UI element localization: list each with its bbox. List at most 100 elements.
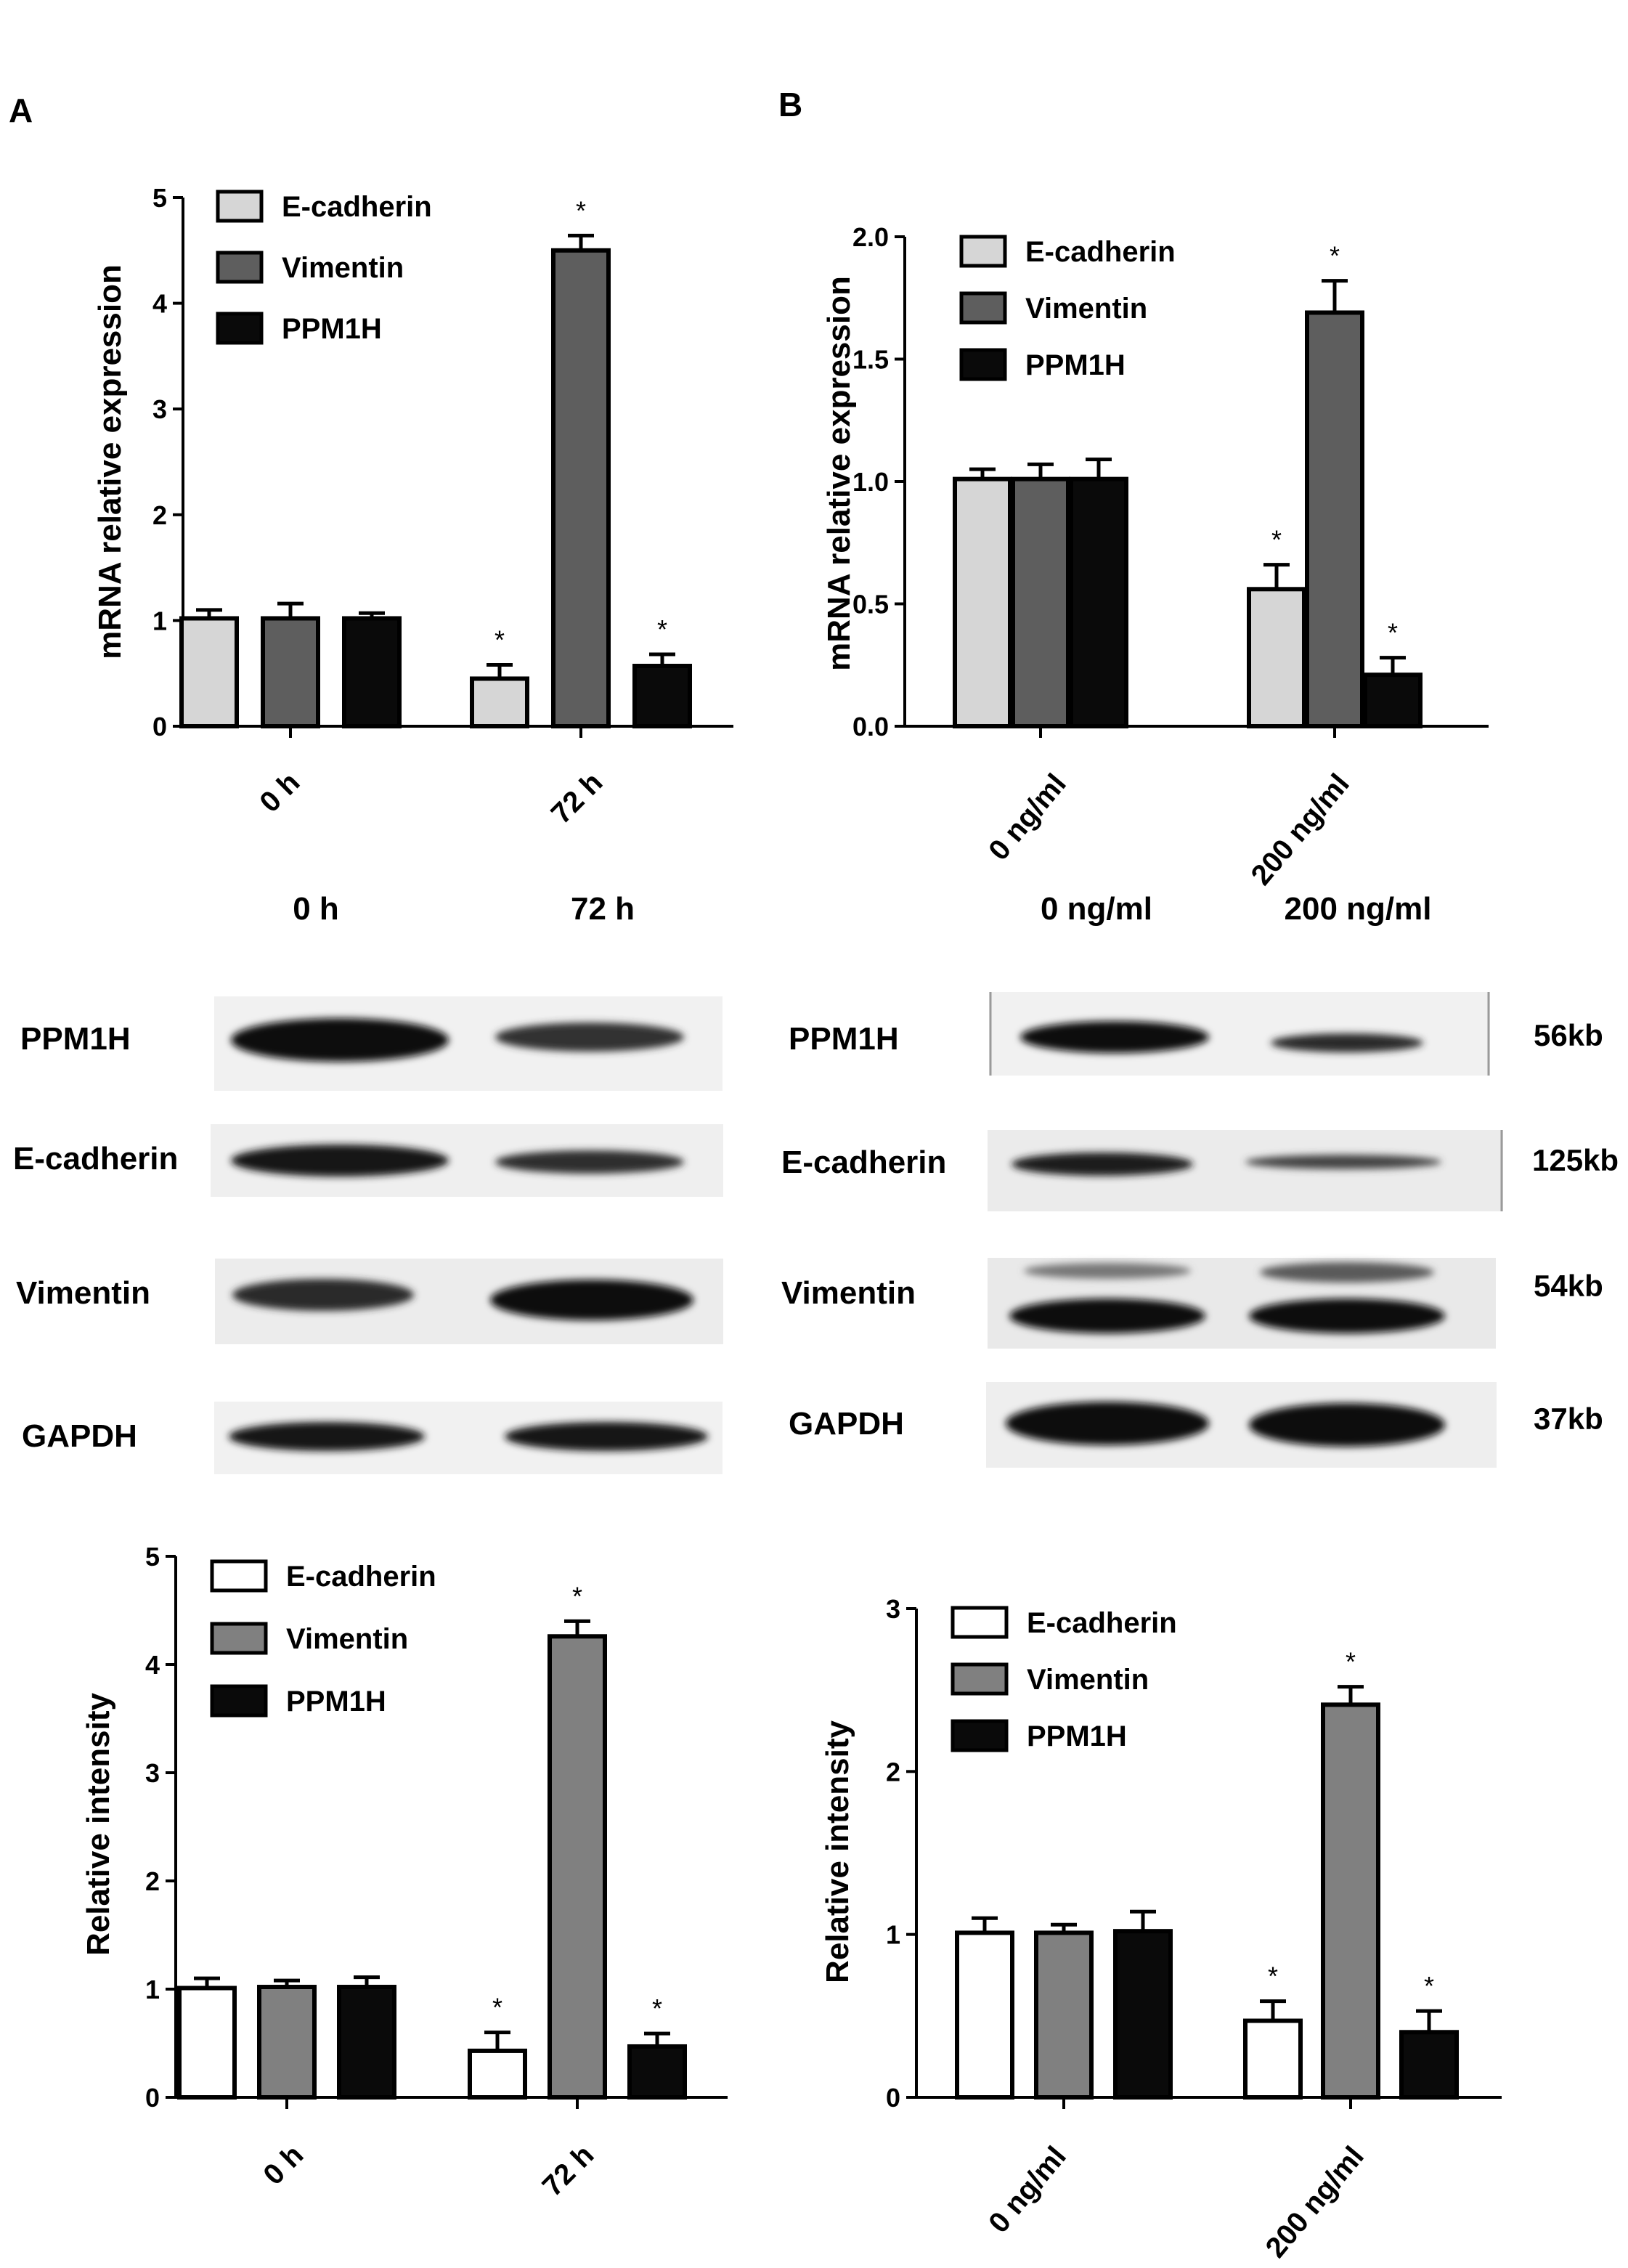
legend-label: PPM1H [286,1686,386,1718]
blot-size-gapdh: 37kb [1534,1402,1603,1436]
significance-star: * [1346,1647,1356,1677]
bar [1069,476,1128,728]
blot-label-gapdh: GAPDH [22,1418,137,1454]
blot-label-ppm1h-b: PPM1H [789,1021,899,1057]
y-tick-label: 0 [886,2083,900,2113]
y-tick-label: 2.0 [852,222,889,252]
bar [1321,1702,1380,2100]
x-tick-label: 200 ng/ml [1260,2141,1370,2264]
blot-header-200ngml: 200 ng/ml [1285,891,1432,927]
bar [179,616,239,728]
bar [1305,310,1364,729]
bar [955,1930,1014,2100]
bar [1399,2030,1459,2100]
chart-mrna-dose: 0.0 0.5 1.0 1.5 2.0 mRNA relative expression 0… [821,222,1489,891]
y-tick-label: 1 [145,1975,160,2004]
significance-star: * [572,1581,582,1611]
bar [468,2048,527,2100]
x-tick-label: 200 ng/ml [1245,768,1356,892]
x-tick-label: 0 h [257,2139,309,2191]
legend-swatch [951,1719,1009,1752]
legend-label: PPM1H [1027,1720,1127,1752]
y-tick-label: 1.0 [852,467,889,497]
legend-label: E-cadherin [282,191,432,223]
significance-star: * [494,625,505,655]
blot-header-0h: 0 h [293,891,339,927]
bar [470,676,529,728]
x-tick-label: 72 h [537,2139,601,2203]
significance-star: * [1271,525,1282,555]
legend-label: E-cadherin [1027,1607,1177,1639]
legend-label: Vimentin [1025,293,1147,325]
y-tick-label: 1 [152,606,167,635]
bar [257,1985,317,2100]
y-tick-label: 1 [886,1920,900,1950]
bar [1247,587,1306,729]
western-blot-time: 0 h 72 h PPM1H E-cadherin Vimentin GAPDH [13,891,723,1474]
chart-mrna-time: 0 1 2 3 4 5 mRNA relative expression 0 h 72 h * * *… [92,183,733,830]
legend-swatch [951,1662,1009,1696]
significance-star: * [652,1993,662,2023]
significance-star: * [1330,241,1340,271]
bar [342,616,402,728]
y-tick-label: 2 [145,1866,160,1896]
significance-star: * [492,1993,502,2023]
blot-strip-vimentin-b [988,1258,1496,1349]
x-tick-label: 72 h [545,766,609,830]
y-tick-label: 1.5 [852,345,889,375]
y-tick-label: 0 [145,2083,160,2113]
significance-star: * [1424,1971,1434,2001]
blot-label-ecadherin-b: E-cadherin [781,1145,946,1180]
y-tick-label: 0 [152,712,167,741]
x-tick-label: 0 h [253,766,306,818]
bar [627,2044,687,2100]
blot-strip-ppm1h [214,996,723,1091]
legend-swatch [951,1606,1009,1639]
blot-label-gapdh-b: GAPDH [789,1406,904,1442]
legend-label: Vimentin [282,252,404,284]
blot-label-ppm1h: PPM1H [20,1021,131,1057]
blot-size-ecadherin: 125kb [1532,1143,1619,1177]
significance-star: * [657,614,667,644]
blot-strip-gapdh [214,1402,723,1474]
blot-strip-ecadherin [211,1124,723,1197]
blot-label-ecadherin: E-cadherin [13,1141,178,1176]
y-axis-title: mRNA relative expression [821,276,857,671]
bar [261,616,320,728]
y-tick-label: 4 [145,1650,160,1680]
legend-label: Vimentin [1027,1664,1149,1696]
blot-label-vimentin-b: Vimentin [781,1275,916,1311]
chart-intensity-time: 0 1 2 3 4 5 Relative intensity 0 h 72 h * * * E-cadh… [81,1542,728,2203]
blot-strip-vimentin [215,1259,723,1344]
y-tick-label: 3 [152,394,167,424]
legend-label: PPM1H [282,313,382,345]
y-tick-label: 5 [152,183,167,213]
bar [337,1985,396,2100]
panel-label-a: A [9,92,33,129]
bar [1011,476,1070,728]
y-tick-label: 3 [886,1594,900,1624]
blot-strip-ecadherin-b [988,1130,1503,1211]
bar [1243,2018,1303,2100]
bar [177,1985,237,2100]
y-axis-title: Relative intensity [820,1720,855,1983]
blot-strip-gapdh-b [986,1382,1497,1468]
blot-size-ppm1h: 56kb [1534,1018,1603,1052]
blot-size-vimentin: 54kb [1534,1269,1603,1303]
panel-label-b: B [778,86,802,123]
bar [551,248,611,728]
chart-intensity-dose: 0 1 2 3 Relative intensity 0 ng/ml 200 ng/ml * *… [820,1594,1502,2264]
y-tick-label: 2 [886,1757,900,1787]
legend-label: PPM1H [1025,349,1126,381]
y-tick-label: 2 [152,500,167,530]
y-tick-label: 5 [145,1542,160,1572]
legend-label: Vimentin [286,1623,408,1655]
legend-swatch [216,251,264,284]
y-tick-label: 0.0 [852,712,889,741]
western-blot-dose: 0 ng/ml 200 ng/ml PPM1H E-cadherin Vimen… [781,891,1619,1468]
bar [548,1634,607,2100]
blot-strip-ppm1h-b [989,992,1490,1076]
blot-header-0ngml: 0 ng/ml [1041,891,1152,927]
x-tick-label: 0 ng/ml [982,2141,1073,2240]
